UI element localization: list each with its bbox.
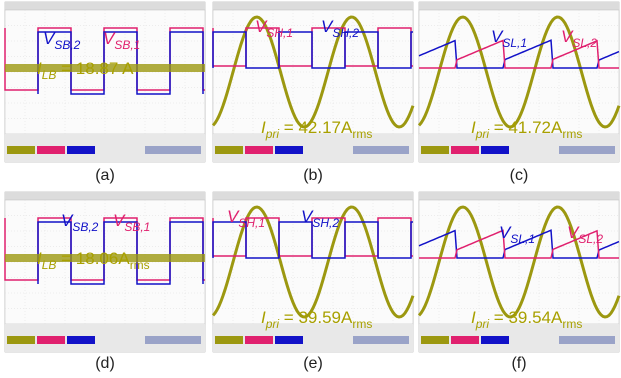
channel-box [145,146,201,154]
channel-box [451,336,479,344]
channel-box [481,146,509,154]
caption: (a) [95,167,115,184]
label-sub: SL,2 [578,232,603,246]
channel-box [353,146,409,154]
label-sub: LB [42,258,57,272]
label-sub: SH,2 [312,216,339,230]
label-unit: rms [562,127,582,141]
label-sub: pri [265,317,280,331]
caption: (e) [303,355,323,372]
label-sub: SB,1 [114,38,140,52]
channel-box [215,146,243,154]
menu-bar [419,2,619,10]
menu-bar [5,192,205,200]
label-unit: rms [352,127,372,141]
channel-box [275,336,303,344]
label-text: = 41.72A [489,118,563,137]
channel-box [559,146,615,154]
label-sub: SH,1 [266,26,293,40]
label-sub: SH,1 [238,216,265,230]
label-sub: LB [42,68,57,82]
label-unit: rms [562,317,582,331]
label-unit: rms [352,317,372,331]
menu-bar [213,192,413,200]
label-text: = 39.59A [279,308,353,327]
label-text: = 39.54A [489,308,563,327]
label-sub: SL,1 [502,36,527,50]
label-sub: pri [265,127,280,141]
label-text: = 18.87 A [56,59,134,78]
menu-bar [213,2,413,10]
figure: VSB,2VSB,1ILB = 18.87 A (a) VSH,1VSH,2Ipri… [0,0,621,378]
channel-box [421,336,449,344]
channel-box [451,146,479,154]
channel-box [145,336,201,344]
caption: (f) [511,355,526,372]
channel-box [421,146,449,154]
label-text: = 18.06A [56,249,130,268]
label-sub: SL,1 [510,232,535,246]
channel-box [67,146,95,154]
channel-box [67,336,95,344]
channel-box [353,336,409,344]
channel-box [245,336,273,344]
channel-box [37,336,65,344]
label-sub: SH,2 [332,26,359,40]
channel-box [7,336,35,344]
channel-box [215,336,243,344]
channel-box [7,146,35,154]
caption: (b) [303,167,323,184]
label-sub: SB,1 [124,220,150,234]
caption: (d) [95,355,115,372]
menu-bar [419,192,619,200]
label-sub: pri [475,127,490,141]
label-sub: SB,2 [54,38,80,52]
channel-box [37,146,65,154]
label-unit: rms [130,258,150,272]
label-sub: pri [475,317,490,331]
label-sub: SB,2 [72,220,98,234]
channel-box [481,336,509,344]
channel-box [275,146,303,154]
label-text: = 42.17A [279,118,353,137]
caption: (c) [510,167,529,184]
label-sub: SL,2 [572,36,597,50]
channel-box [245,146,273,154]
channel-box [559,336,615,344]
menu-bar [5,2,205,10]
